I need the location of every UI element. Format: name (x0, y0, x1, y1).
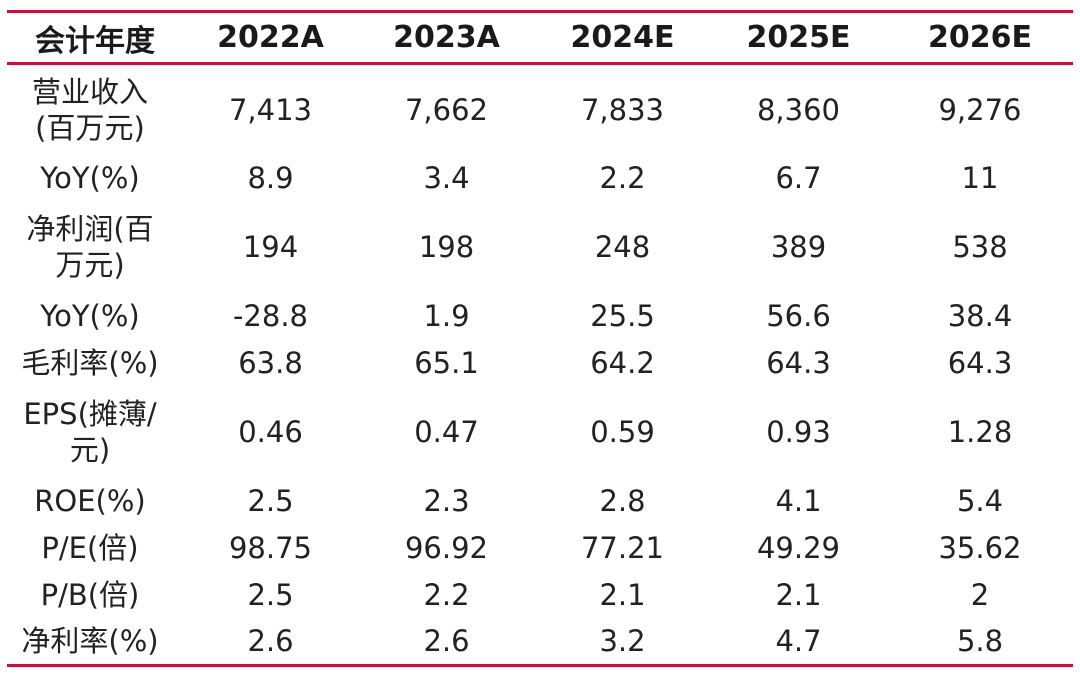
table-cell: 1.28 (947, 415, 1013, 449)
row-label: ROE(%) (34, 484, 146, 518)
table-cell: 0.47 (414, 415, 479, 449)
row-label: P/E(倍) (41, 531, 139, 565)
table-row-revenue-yoy: YoY(%) 8.9 3.4 2.2 6.7 11 (7, 155, 1073, 202)
table-cell: 7,413 (228, 92, 313, 127)
table-cell: 2.2 (599, 161, 646, 195)
header-2025e: 2025E (710, 10, 887, 65)
row-label: YoY(%) (40, 161, 140, 195)
table-row-eps: EPS(摊薄/元) 0.46 0.47 0.59 0.93 1.28 (7, 387, 1073, 478)
table-cell: -28.8 (232, 299, 309, 333)
row-label: 净利率(%) (21, 624, 159, 659)
table-header: 会计年度 2022A 2023A 2024E 2025E 2026E (7, 10, 1073, 65)
table-cell: 49.29 (756, 531, 841, 565)
table-row-net-profit-yoy: YoY(%) -28.8 1.9 25.5 56.6 38.4 (7, 293, 1073, 340)
table-cell: 9,276 (938, 92, 1022, 127)
header-fiscal-year: 会计年度 (7, 10, 183, 65)
table-cell: 1.9 (423, 299, 470, 333)
table-cell: 64.3 (766, 346, 831, 380)
table-cell: 35.62 (938, 531, 1022, 565)
header-2023a: 2023A (358, 10, 535, 65)
table-cell: 194 (242, 230, 299, 264)
table-row-gross-margin: 毛利率(%) 63.8 65.1 64.2 64.3 64.3 (7, 340, 1073, 387)
table-cell: 2.3 (423, 484, 470, 518)
table-cell: 4.7 (710, 618, 887, 667)
table-cell: 2.6 (183, 618, 358, 667)
table-cell: 8,360 (756, 92, 841, 127)
table-cell: 4.1 (775, 484, 822, 518)
header-2024e: 2024E (535, 10, 710, 65)
table-cell: 2 (970, 578, 990, 612)
header-2022a: 2022A (183, 10, 358, 65)
row-label: 净利润(百万元) (26, 212, 154, 282)
financial-forecast-table: 会计年度 2022A 2023A 2024E 2025E 2026E 营业收入(… (7, 10, 1073, 667)
table-cell: 77.21 (580, 531, 665, 565)
row-label: YoY(%) (40, 299, 140, 333)
table-row-pe: P/E(倍) 98.75 96.92 77.21 49.29 35.62 (7, 525, 1073, 572)
table-cell: 5.8 (887, 618, 1073, 667)
table-cell: 3.2 (535, 618, 710, 667)
table-cell: 64.3 (947, 346, 1013, 380)
table-cell: 248 (594, 230, 651, 264)
header-row: 会计年度 2022A 2023A 2024E 2025E 2026E (7, 10, 1073, 65)
table-cell: 2.1 (599, 578, 646, 612)
table-row-pb: P/B(倍) 2.5 2.2 2.1 2.1 2 (7, 572, 1073, 619)
table-cell: 538 (952, 230, 1008, 264)
row-label: 营业收入(百万元) (31, 74, 148, 145)
table-cell: 64.2 (590, 346, 655, 380)
table-cell: 11 (961, 161, 999, 195)
table-cell: 198 (418, 230, 475, 264)
table-cell: 7,662 (404, 92, 489, 127)
table-cell: 5.4 (956, 484, 1004, 518)
table-row-net-profit: 净利润(百万元) 194 198 248 389 538 (7, 202, 1073, 293)
table-row-roe: ROE(%) 2.5 2.3 2.8 4.1 5.4 (7, 478, 1073, 525)
table-cell: 0.59 (590, 415, 655, 449)
table-cell: 65.1 (414, 346, 479, 380)
table-cell: 98.75 (228, 531, 313, 565)
table-cell: 0.93 (766, 415, 831, 449)
table-body: 营业收入(百万元) 7,413 7,662 7,833 8,360 9,276 … (7, 64, 1073, 667)
table-cell: 63.8 (238, 346, 303, 380)
table-cell: 0.46 (238, 415, 303, 449)
table-cell: 2.8 (599, 484, 646, 518)
table-cell: 96.92 (404, 531, 489, 565)
row-label: EPS(摊薄/元) (23, 397, 157, 467)
table-cell: 2.2 (423, 578, 470, 612)
header-2026e: 2026E (887, 10, 1073, 65)
table-cell: 389 (770, 230, 827, 264)
table-cell: 3.4 (423, 161, 470, 195)
table-cell: 56.6 (766, 299, 831, 333)
table-cell: 2.1 (775, 578, 822, 612)
table-cell: 6.7 (775, 161, 822, 195)
table-row-revenue: 营业收入(百万元) 7,413 7,662 7,833 8,360 9,276 (7, 64, 1073, 155)
table-row-net-margin: 净利率(%) 2.6 2.6 3.2 4.7 5.8 (7, 618, 1073, 667)
row-label: P/B(倍) (40, 578, 140, 612)
row-label: 毛利率(%) (21, 346, 159, 380)
table-cell: 8.9 (247, 161, 294, 195)
table-cell: 2.5 (247, 578, 294, 612)
table-cell: 25.5 (590, 299, 655, 333)
table-cell: 2.5 (247, 484, 294, 518)
table-cell: 2.6 (358, 618, 535, 667)
table-cell: 38.4 (947, 299, 1013, 333)
financial-forecast-table-container: 会计年度 2022A 2023A 2024E 2025E 2026E 营业收入(… (7, 10, 1073, 670)
table-cell: 7,833 (580, 92, 665, 127)
